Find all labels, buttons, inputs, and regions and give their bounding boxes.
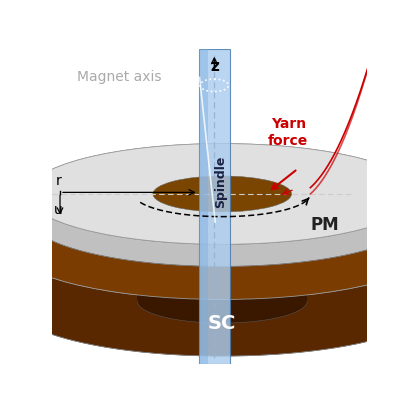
Polygon shape: [199, 49, 208, 364]
Ellipse shape: [124, 169, 321, 220]
Text: z: z: [210, 58, 219, 74]
Text: Magnet axis: Magnet axis: [77, 70, 162, 84]
Text: PM: PM: [310, 216, 339, 234]
Ellipse shape: [56, 151, 388, 237]
Ellipse shape: [77, 157, 367, 231]
Text: Yarn
force: Yarn force: [268, 117, 308, 148]
Ellipse shape: [52, 150, 392, 238]
Text: u: u: [54, 203, 63, 217]
Ellipse shape: [69, 154, 375, 234]
Ellipse shape: [40, 147, 405, 241]
Text: r: r: [55, 174, 61, 189]
Polygon shape: [153, 194, 292, 234]
Ellipse shape: [61, 152, 384, 236]
Ellipse shape: [103, 163, 342, 225]
Ellipse shape: [132, 171, 312, 217]
Ellipse shape: [115, 166, 329, 222]
Ellipse shape: [149, 175, 296, 213]
Ellipse shape: [31, 145, 409, 243]
Bar: [199, 49, 230, 364]
Ellipse shape: [86, 159, 359, 229]
Polygon shape: [27, 194, 409, 266]
Ellipse shape: [81, 157, 363, 230]
Ellipse shape: [111, 165, 333, 223]
Ellipse shape: [48, 149, 396, 239]
Ellipse shape: [98, 162, 346, 226]
Ellipse shape: [44, 148, 401, 240]
Ellipse shape: [153, 176, 292, 212]
Ellipse shape: [27, 144, 409, 244]
Text: Spindle: Spindle: [214, 155, 227, 207]
Ellipse shape: [107, 164, 338, 224]
Text: SC: SC: [208, 314, 236, 333]
Polygon shape: [137, 244, 307, 323]
Ellipse shape: [73, 155, 371, 232]
Ellipse shape: [137, 222, 307, 266]
Ellipse shape: [128, 169, 317, 218]
Ellipse shape: [90, 160, 355, 228]
Ellipse shape: [65, 153, 380, 235]
Ellipse shape: [119, 167, 325, 220]
Ellipse shape: [35, 146, 409, 242]
Ellipse shape: [27, 144, 409, 244]
Ellipse shape: [94, 161, 350, 227]
Ellipse shape: [8, 189, 409, 299]
Polygon shape: [8, 244, 409, 356]
Ellipse shape: [140, 173, 304, 215]
Ellipse shape: [144, 174, 300, 214]
Ellipse shape: [136, 172, 308, 216]
